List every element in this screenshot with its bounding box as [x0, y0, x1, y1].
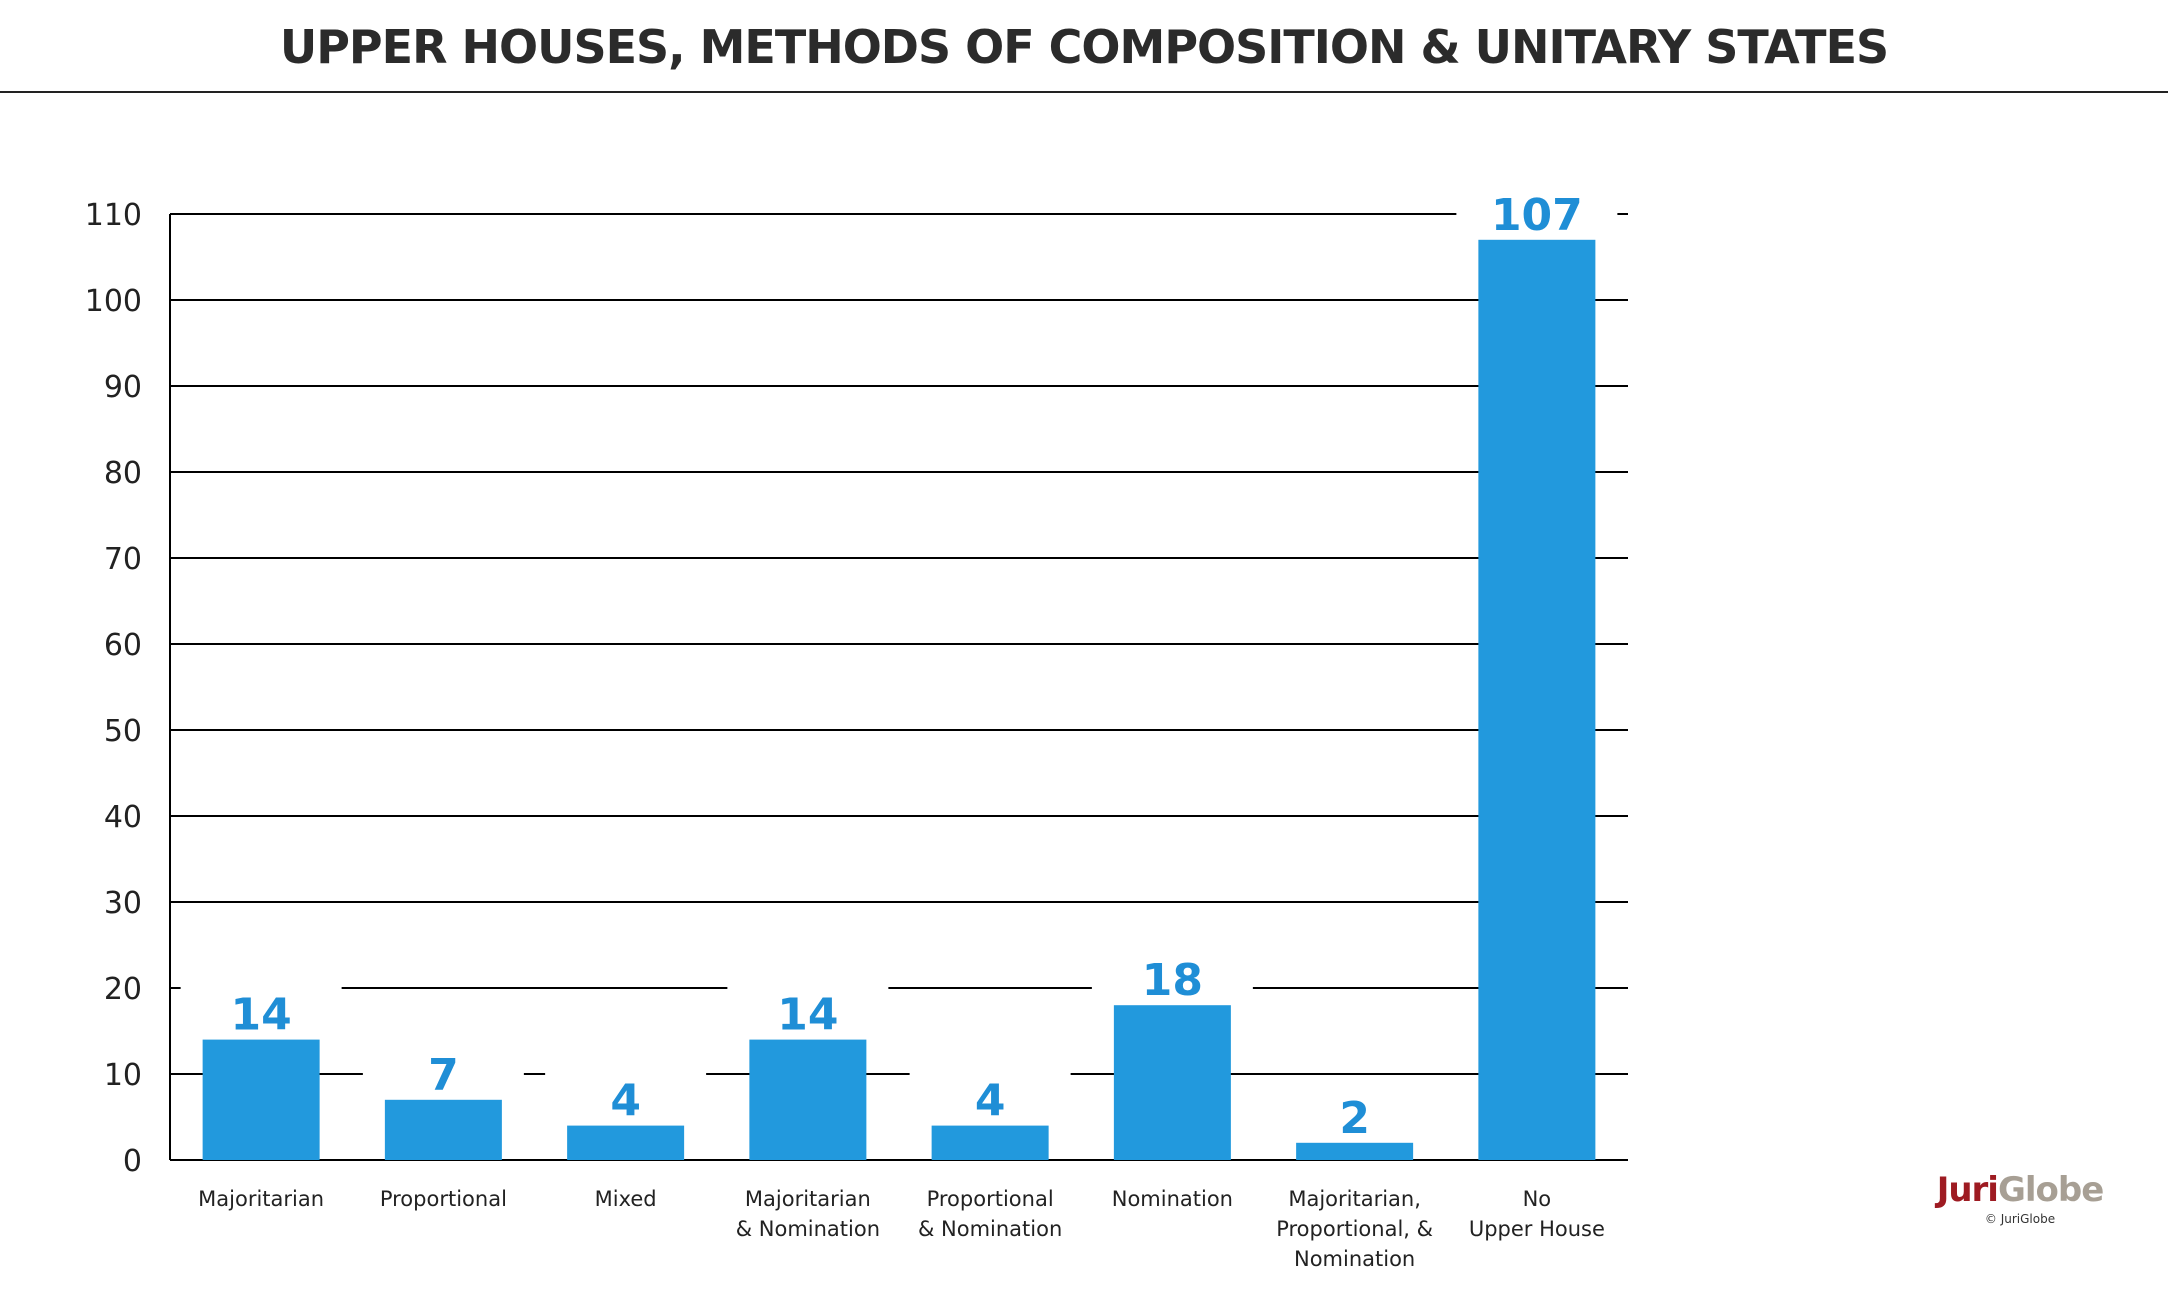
x-tick-label: Majoritarian — [198, 1187, 324, 1211]
bar — [1478, 239, 1596, 1161]
y-tick-label: 30 — [104, 886, 142, 921]
juriglobe-logo: JuriGlobe © JuriGlobe — [1900, 1170, 2140, 1226]
x-tick-label: Majoritarian — [745, 1187, 871, 1211]
y-tick-label: 40 — [104, 800, 142, 835]
logo-word-juri: Juri — [1936, 1170, 1999, 1210]
bar-value-label: 18 — [1142, 955, 1203, 1006]
x-tick-label: & Nomination — [736, 1217, 880, 1241]
x-tick-label: Proportional — [927, 1187, 1054, 1211]
x-tick-label: Proportional — [380, 1187, 507, 1211]
y-tick-label: 50 — [104, 714, 142, 749]
header-bar: UPPER HOUSES, METHODS OF COMPOSITION & U… — [0, 0, 2168, 93]
bar — [931, 1125, 1049, 1160]
x-tick-label: Nomination — [1294, 1247, 1415, 1271]
bar-value-label: 4 — [975, 1076, 1006, 1127]
bar — [567, 1125, 685, 1160]
x-tick-label: Nomination — [1112, 1187, 1233, 1211]
y-tick-label: 10 — [104, 1058, 142, 1093]
bar — [1113, 1005, 1231, 1160]
chart-title: UPPER HOUSES, METHODS OF COMPOSITION & U… — [279, 20, 1889, 74]
bar — [1296, 1142, 1414, 1160]
x-tick-label: Proportional, & — [1276, 1217, 1433, 1241]
bar-value-label: 2 — [1339, 1093, 1370, 1144]
bar-value-label: 107 — [1491, 190, 1583, 241]
y-tick-label: 60 — [104, 628, 142, 663]
logo-wordmark: JuriGlobe — [1900, 1170, 2140, 1210]
bar — [202, 1039, 320, 1160]
x-tick-label: Mixed — [595, 1187, 657, 1211]
x-tick-label: No — [1523, 1187, 1552, 1211]
bar — [749, 1039, 867, 1160]
bar-value-label: 4 — [610, 1076, 641, 1127]
y-tick-label: 110 — [85, 198, 142, 233]
y-tick-label: 20 — [104, 972, 142, 1007]
x-tick-label: & Nomination — [918, 1217, 1062, 1241]
y-tick-label: 90 — [104, 370, 142, 405]
bar-value-label: 14 — [777, 990, 838, 1041]
y-tick-label: 100 — [85, 284, 142, 319]
bar-value-label: 7 — [428, 1050, 459, 1101]
bar-value-label: 14 — [231, 990, 292, 1041]
y-tick-label: 0 — [123, 1144, 142, 1179]
logo-copyright: © JuriGlobe — [1984, 1212, 2056, 1226]
y-tick-label: 80 — [104, 456, 142, 491]
bar — [384, 1099, 502, 1160]
y-tick-label: 70 — [104, 542, 142, 577]
x-tick-label: Upper House — [1469, 1217, 1605, 1241]
logo-word-globe: Globe — [1997, 1170, 2104, 1210]
x-tick-label: Majoritarian, — [1288, 1187, 1421, 1211]
